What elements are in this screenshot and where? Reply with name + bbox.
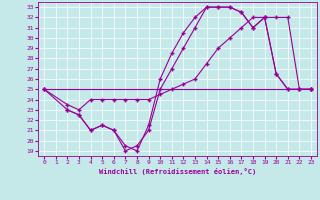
X-axis label: Windchill (Refroidissement éolien,°C): Windchill (Refroidissement éolien,°C) bbox=[99, 168, 256, 175]
